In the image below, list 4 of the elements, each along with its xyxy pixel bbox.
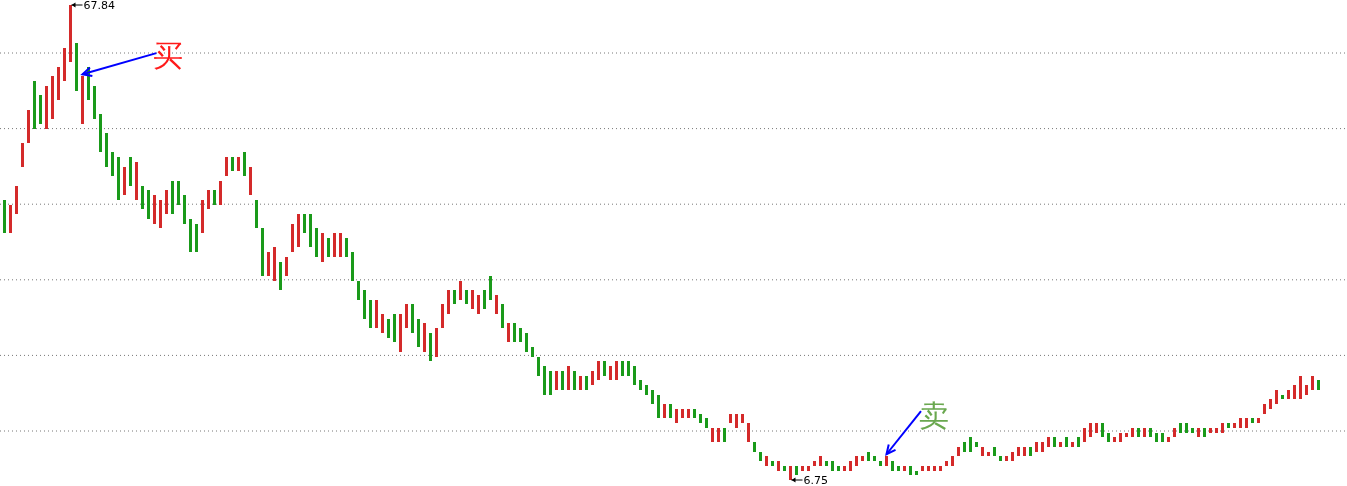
annotation: 6.75 — [803, 474, 828, 486]
annotation: 买 — [152, 39, 183, 73]
annotation: 67.84 — [83, 0, 115, 12]
annotation: 卖 — [918, 399, 949, 433]
